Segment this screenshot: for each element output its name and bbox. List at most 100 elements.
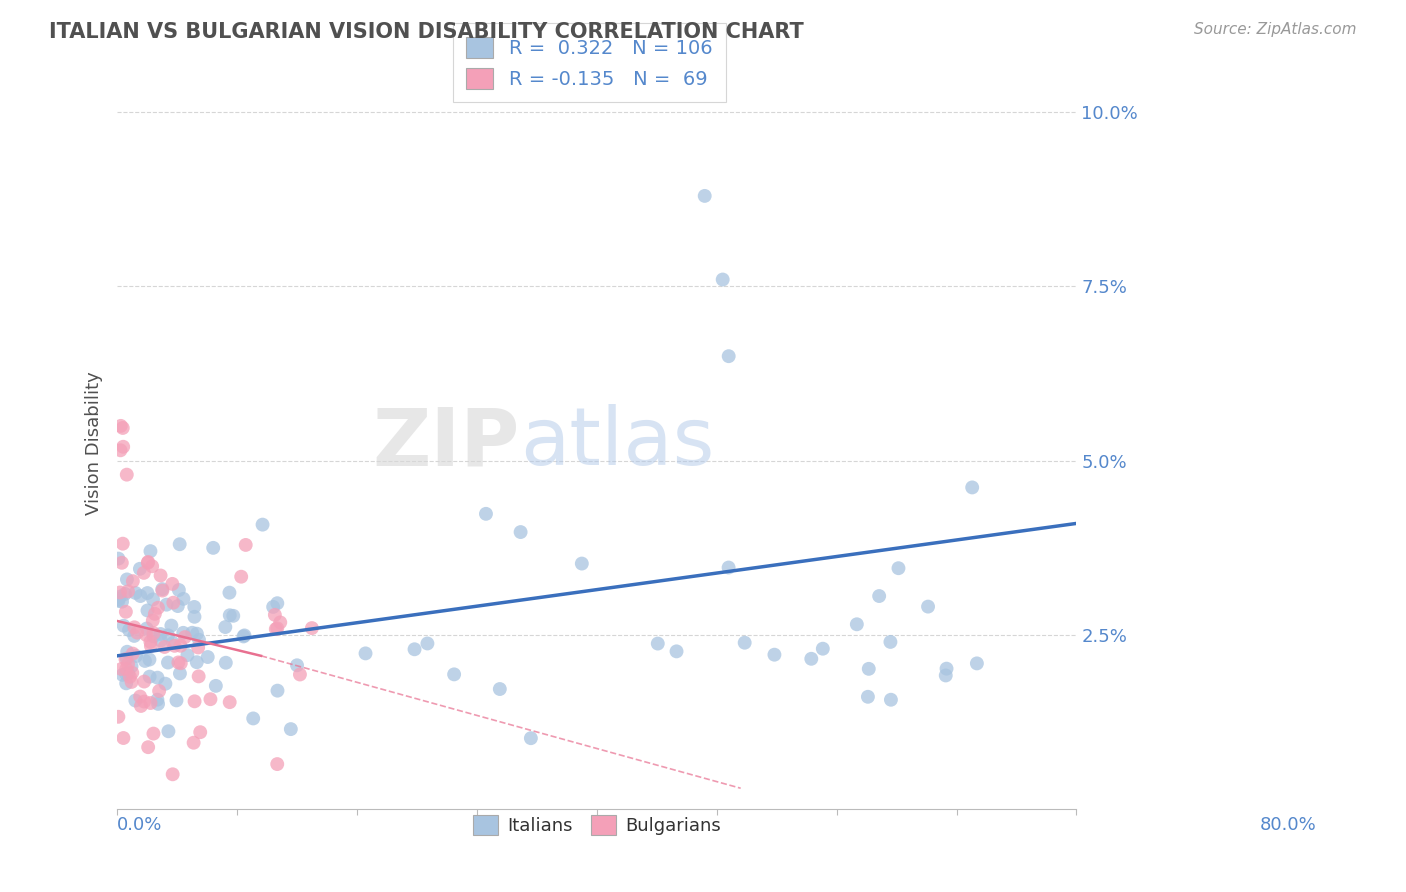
Point: [129, 690, 152, 704]
Point: [146, 697, 169, 711]
Point: [146, 692, 169, 706]
Point: [136, 603, 159, 617]
Point: [571, 557, 593, 571]
Point: [117, 666, 139, 681]
Point: [242, 711, 264, 725]
Point: [107, 710, 129, 724]
Point: [252, 517, 274, 532]
Point: [112, 440, 135, 454]
Point: [233, 628, 256, 642]
Point: [108, 585, 131, 599]
Point: [118, 623, 141, 637]
Point: [134, 694, 156, 708]
Point: [288, 667, 311, 681]
Point: [149, 633, 172, 648]
Point: [183, 599, 205, 614]
Point: [115, 662, 138, 676]
Point: [136, 555, 159, 569]
Point: [121, 675, 143, 690]
Point: [711, 272, 734, 286]
Point: [138, 670, 160, 684]
Point: [127, 625, 149, 640]
Point: [124, 586, 146, 600]
Point: [232, 629, 254, 643]
Text: 80.0%: 80.0%: [1260, 815, 1316, 834]
Point: [205, 679, 228, 693]
Point: [112, 618, 135, 632]
Point: [115, 605, 138, 619]
Point: [879, 635, 901, 649]
Point: [693, 189, 716, 203]
Point: [162, 767, 184, 781]
Point: [176, 648, 198, 662]
Point: [218, 695, 240, 709]
Point: [266, 683, 288, 698]
Point: [183, 694, 205, 708]
Point: [124, 620, 146, 634]
Point: [149, 627, 172, 641]
Point: [117, 584, 139, 599]
Point: [763, 648, 786, 662]
Point: [125, 648, 148, 663]
Point: [169, 639, 191, 653]
Point: [155, 598, 177, 612]
Point: [202, 541, 225, 555]
Point: [868, 589, 890, 603]
Point: [114, 587, 136, 601]
Point: [520, 731, 543, 746]
Point: [136, 586, 159, 600]
Point: [172, 625, 194, 640]
Point: [124, 693, 146, 707]
Point: [121, 665, 143, 680]
Point: [266, 757, 288, 772]
Point: [155, 676, 177, 690]
Point: [117, 657, 139, 671]
Point: [214, 620, 236, 634]
Point: [163, 639, 186, 653]
Point: [115, 666, 138, 681]
Point: [200, 692, 222, 706]
Point: [488, 681, 510, 696]
Point: [215, 656, 238, 670]
Point: [142, 614, 165, 628]
Text: 0.0%: 0.0%: [117, 815, 163, 834]
Point: [115, 651, 138, 665]
Point: [157, 628, 180, 642]
Point: [110, 662, 132, 676]
Point: [129, 589, 152, 603]
Point: [107, 594, 129, 608]
Point: [112, 731, 135, 745]
Point: [121, 659, 143, 673]
Point: [170, 657, 193, 671]
Point: [150, 582, 173, 596]
Point: [114, 652, 136, 666]
Text: ZIP: ZIP: [373, 404, 520, 483]
Point: [183, 609, 205, 624]
Point: [110, 418, 132, 433]
Point: [115, 645, 138, 659]
Point: [266, 621, 288, 635]
Point: [354, 646, 377, 660]
Point: [935, 662, 957, 676]
Point: [856, 690, 879, 704]
Point: [156, 656, 179, 670]
Point: [121, 574, 143, 589]
Point: [880, 692, 903, 706]
Point: [169, 666, 191, 681]
Point: [174, 630, 197, 644]
Point: [263, 607, 285, 622]
Point: [107, 592, 129, 607]
Point: [160, 618, 183, 632]
Point: [153, 640, 176, 654]
Point: [183, 736, 205, 750]
Point: [222, 608, 245, 623]
Point: [475, 507, 498, 521]
Point: [146, 600, 169, 615]
Point: [186, 655, 208, 669]
Point: [136, 740, 159, 755]
Y-axis label: Vision Disability: Vision Disability: [86, 371, 103, 516]
Point: [107, 551, 129, 566]
Point: [115, 676, 138, 690]
Point: [647, 636, 669, 650]
Point: [887, 561, 910, 575]
